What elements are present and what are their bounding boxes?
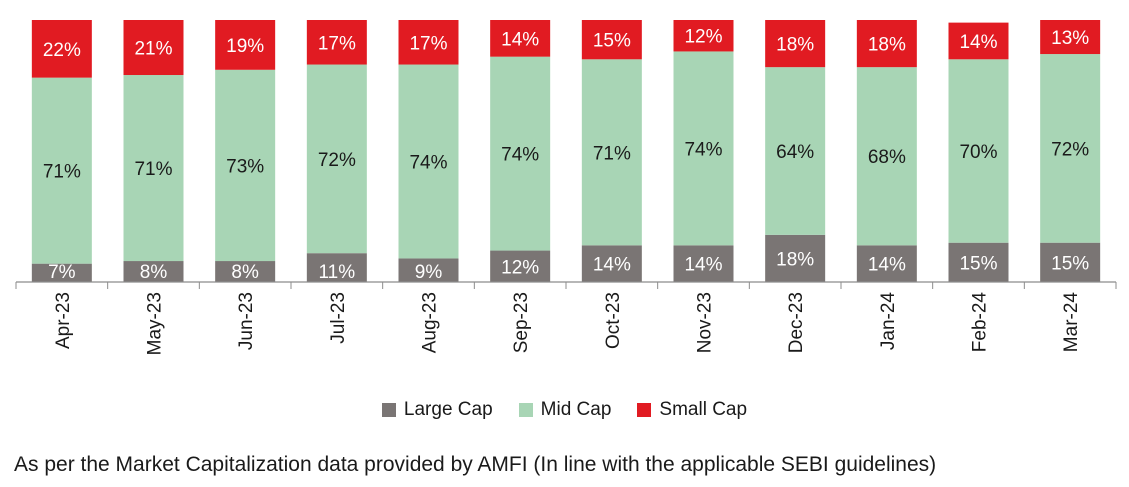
x-tick-label: Oct-23 bbox=[603, 292, 624, 349]
x-tick-label: Aug-23 bbox=[420, 292, 441, 353]
bar-mid-cap-mar-24 bbox=[1040, 54, 1101, 243]
bar-small-cap-aug-23 bbox=[398, 20, 459, 65]
bar-small-cap-jan-24 bbox=[856, 20, 917, 68]
bar-mid-cap-jan-24 bbox=[856, 67, 917, 246]
bar-mid-cap-dec-23 bbox=[765, 67, 826, 235]
bar-large-cap-jul-23 bbox=[306, 253, 367, 282]
data-label: 15% bbox=[959, 253, 997, 274]
legend-label-small-cap: Small Cap bbox=[659, 399, 748, 420]
bar-large-cap-apr-23 bbox=[31, 263, 92, 282]
data-label: 71% bbox=[134, 159, 172, 180]
data-label: 11% bbox=[319, 262, 356, 283]
bar-mid-cap-sep-23 bbox=[490, 56, 551, 251]
legend-item-mid-cap: Mid Cap bbox=[518, 399, 612, 421]
bar-small-cap-nov-23 bbox=[673, 20, 734, 52]
data-label: 13% bbox=[1051, 28, 1089, 49]
data-label: 18% bbox=[776, 249, 814, 270]
data-label: 18% bbox=[776, 35, 814, 56]
data-label: 71% bbox=[43, 162, 81, 183]
data-label: 14% bbox=[868, 255, 906, 276]
x-tick-label: May-23 bbox=[145, 292, 166, 355]
data-label: 72% bbox=[318, 150, 356, 171]
bar-mid-cap-nov-23 bbox=[673, 51, 734, 246]
data-label: 21% bbox=[134, 39, 172, 60]
legend-item-small-cap: Small Cap bbox=[637, 399, 747, 421]
bar-large-cap-jan-24 bbox=[856, 245, 917, 282]
data-label: 8% bbox=[140, 262, 168, 283]
data-label: 71% bbox=[593, 143, 631, 164]
x-tick-label: Jan-24 bbox=[878, 292, 899, 351]
data-label: 74% bbox=[501, 145, 539, 166]
x-tick-label: Mar-24 bbox=[1061, 292, 1082, 353]
data-label: 22% bbox=[43, 40, 81, 61]
data-label: 17% bbox=[318, 33, 356, 54]
data-label: 14% bbox=[684, 255, 722, 276]
bar-small-cap-sep-23 bbox=[490, 20, 551, 57]
data-label: 14% bbox=[501, 29, 539, 50]
bar-mid-cap-jun-23 bbox=[215, 69, 276, 262]
x-tick-label: Nov-23 bbox=[695, 292, 716, 353]
bar-large-cap-feb-24 bbox=[948, 242, 1009, 282]
data-label: 7% bbox=[48, 262, 76, 283]
stacked-bar-chart: 7% 71% 22% Apr-23 8% 71% 21% May-23 8% 73% 19% Jun-… bbox=[15, 20, 1117, 355]
data-label: 18% bbox=[868, 35, 906, 56]
data-label: 19% bbox=[226, 36, 264, 57]
x-tick-label: Apr-23 bbox=[53, 292, 74, 349]
data-label: 70% bbox=[959, 142, 997, 163]
bar-large-cap-may-23 bbox=[123, 261, 184, 282]
bar-small-cap-may-23 bbox=[123, 20, 184, 76]
bar-small-cap-oct-23 bbox=[581, 20, 642, 60]
data-label: 15% bbox=[1051, 253, 1089, 274]
x-tick-label: Jul-23 bbox=[328, 292, 349, 344]
data-label: 72% bbox=[1051, 139, 1089, 160]
bar-small-cap-dec-23 bbox=[765, 20, 826, 68]
bar-small-cap-feb-24 bbox=[948, 22, 1009, 60]
data-label: 68% bbox=[868, 147, 906, 168]
data-label: 73% bbox=[226, 156, 264, 177]
bar-small-cap-jul-23 bbox=[306, 20, 367, 65]
legend-swatch-small-cap bbox=[637, 403, 652, 417]
data-label: 12% bbox=[684, 27, 722, 48]
bar-mid-cap-apr-23 bbox=[31, 77, 92, 264]
x-tick-label: Feb-24 bbox=[970, 292, 991, 353]
bar-mid-cap-feb-24 bbox=[948, 59, 1009, 243]
x-tick-label: Jun-23 bbox=[236, 292, 257, 350]
bar-small-cap-apr-23 bbox=[31, 20, 92, 78]
data-label: 9% bbox=[415, 262, 443, 283]
bar-mid-cap-aug-23 bbox=[398, 64, 459, 259]
data-label: 74% bbox=[684, 139, 722, 160]
legend-swatch-large-cap bbox=[381, 403, 396, 417]
legend-swatch-mid-cap bbox=[518, 403, 533, 417]
bar-small-cap-mar-24 bbox=[1040, 20, 1101, 55]
bar-large-cap-jun-23 bbox=[215, 261, 276, 282]
bar-mid-cap-jul-23 bbox=[306, 64, 367, 254]
bar-large-cap-oct-23 bbox=[581, 245, 642, 282]
data-label: 74% bbox=[409, 152, 447, 173]
bar-large-cap-aug-23 bbox=[398, 258, 459, 282]
x-tick-label: Sep-23 bbox=[511, 292, 532, 353]
footnote: As per the Market Capitalization data pr… bbox=[14, 453, 937, 476]
bar-small-cap-jun-23 bbox=[215, 20, 276, 70]
bar-large-cap-dec-23 bbox=[765, 234, 826, 282]
chart-legend: Large Cap Mid Cap Small Cap bbox=[0, 397, 1129, 423]
data-label: 15% bbox=[593, 31, 631, 52]
legend-label-mid-cap: Mid Cap bbox=[540, 399, 612, 420]
bar-mid-cap-oct-23 bbox=[581, 59, 642, 246]
data-label: 14% bbox=[593, 255, 631, 276]
bar-mid-cap-may-23 bbox=[123, 75, 184, 262]
bar-large-cap-nov-23 bbox=[673, 245, 734, 282]
data-label: 8% bbox=[231, 262, 259, 283]
bar-large-cap-sep-23 bbox=[490, 250, 551, 282]
legend-label-large-cap: Large Cap bbox=[403, 399, 493, 420]
x-tick-label: Dec-23 bbox=[786, 292, 807, 353]
legend-item-large-cap: Large Cap bbox=[381, 399, 493, 421]
data-label: 14% bbox=[959, 32, 997, 53]
data-label: 64% bbox=[776, 142, 814, 163]
data-label: 12% bbox=[501, 257, 539, 278]
data-label: 17% bbox=[409, 33, 447, 54]
bar-large-cap-mar-24 bbox=[1040, 242, 1101, 282]
